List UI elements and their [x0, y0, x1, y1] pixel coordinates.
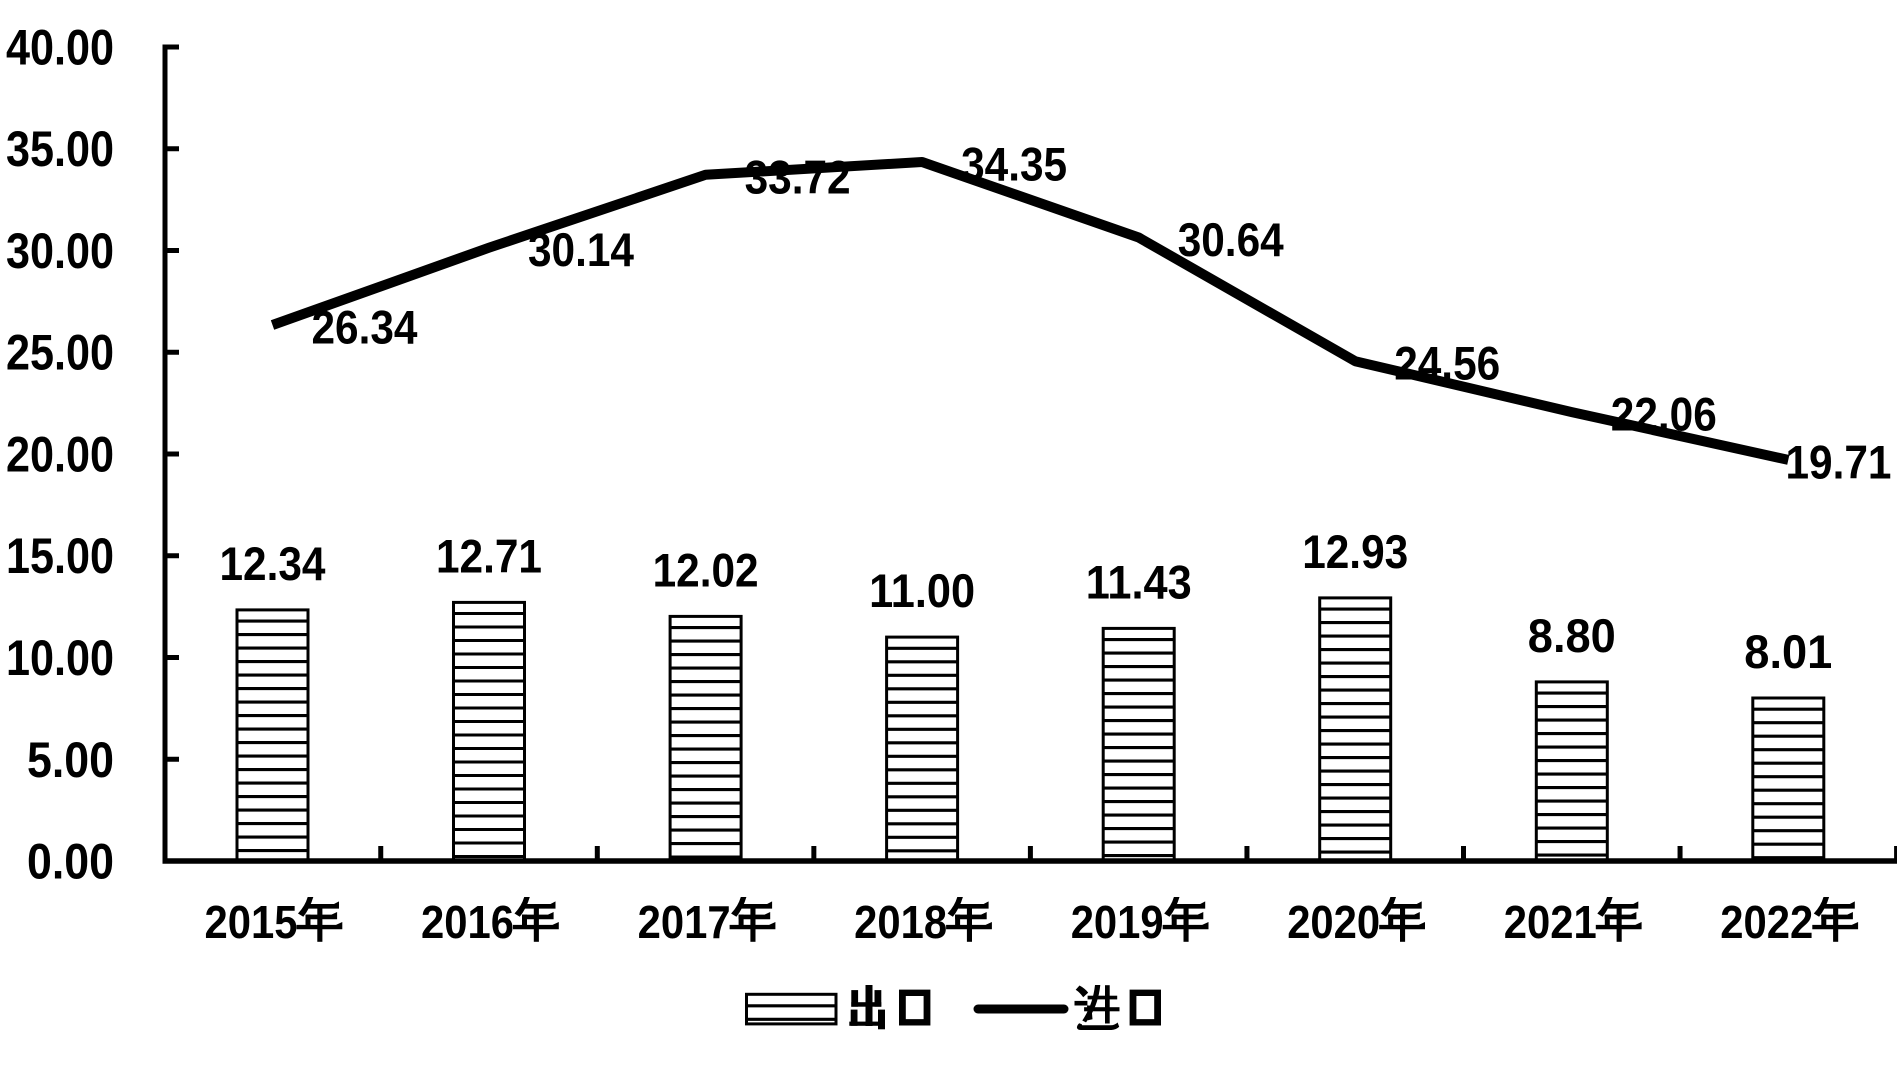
svg-text:19.71: 19.71 — [1786, 435, 1892, 488]
svg-text:24.56: 24.56 — [1394, 337, 1500, 390]
svg-text:2022: 2022 — [1720, 896, 1813, 948]
svg-text:34.35: 34.35 — [961, 138, 1067, 191]
svg-text:26.34: 26.34 — [312, 301, 418, 354]
svg-text:2019: 2019 — [1071, 896, 1164, 948]
svg-text:2021: 2021 — [1504, 896, 1597, 948]
svg-text:20.00: 20.00 — [6, 427, 114, 483]
svg-text:22.06: 22.06 — [1611, 388, 1717, 441]
svg-text:12.71: 12.71 — [436, 529, 542, 582]
svg-text:11.00: 11.00 — [869, 564, 975, 617]
svg-text:40.00: 40.00 — [6, 20, 114, 76]
svg-text:25.00: 25.00 — [6, 325, 114, 381]
svg-text:8.80: 8.80 — [1528, 609, 1616, 662]
svg-text:2017: 2017 — [638, 896, 731, 948]
svg-text:12.02: 12.02 — [653, 543, 759, 596]
svg-text:12.34: 12.34 — [220, 537, 326, 590]
svg-text:30.14: 30.14 — [528, 223, 634, 276]
svg-text:12.93: 12.93 — [1302, 525, 1408, 578]
svg-text:0.00: 0.00 — [27, 834, 114, 890]
svg-text:10.00: 10.00 — [6, 630, 114, 686]
svg-text:5.00: 5.00 — [27, 732, 114, 788]
svg-text:33.72: 33.72 — [745, 150, 851, 203]
svg-text:2016: 2016 — [421, 896, 514, 948]
svg-text:2020: 2020 — [1287, 896, 1380, 948]
svg-text:8.01: 8.01 — [1744, 625, 1832, 678]
svg-text:2015: 2015 — [205, 896, 298, 948]
svg-text:30.00: 30.00 — [6, 223, 114, 279]
svg-text:35.00: 35.00 — [6, 121, 114, 177]
svg-text:15.00: 15.00 — [6, 528, 114, 584]
svg-text:11.43: 11.43 — [1086, 555, 1192, 608]
svg-text:2018: 2018 — [854, 896, 947, 948]
svg-text:30.64: 30.64 — [1178, 213, 1284, 266]
